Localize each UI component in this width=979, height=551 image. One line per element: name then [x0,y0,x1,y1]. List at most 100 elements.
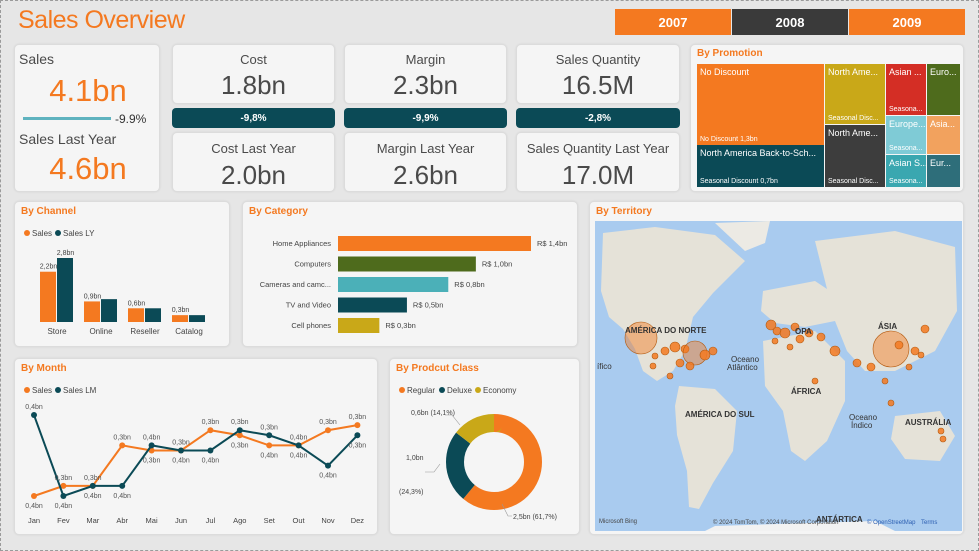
territory-bubble [649,362,657,370]
month-axis-label: Dez [351,516,365,525]
month-data-label: 0,4bn [55,503,73,510]
month-data-label: 0,3bn [55,475,73,482]
map-region-label: ÁFRICA [791,387,821,396]
year-button-2008[interactable]: 2008 [732,9,848,35]
category-bar [338,297,407,313]
tile-sublabel: Seasonal Disc... [828,178,879,185]
donut-data-label: 0,6bn (14,1%) [411,410,455,417]
category-data-label: R$ 1,0bn [482,260,512,269]
tile-label: No Discount [700,67,750,77]
legend-economy-label: Economy [483,386,516,395]
month-data-label: 0,4bn [319,473,337,480]
sales-value: 4.1bn [49,73,127,108]
territory-bubble [795,334,805,344]
channel-chart-card: By Channel Sales Sales LY 2,2bn 2,8bn Stor… [14,201,230,347]
treemap-tile-europe-1[interactable]: Euro... [927,64,960,115]
sales-lm-point [236,427,243,434]
year-button-2007[interactable]: 2007 [615,9,731,35]
category-data-label: R$ 0,5bn [413,301,443,310]
osm-link[interactable]: © OpenStreetMap [867,519,916,526]
donut-slice-economy [446,414,542,510]
north-america-land [601,227,745,381]
legend-regular-label: Regular [407,386,435,395]
legend-sales-ly-label: Sales LY [63,229,95,238]
donut-leader-line [445,414,461,426]
margin-last-year-label: Margin Last Year [376,141,475,156]
treemap-tile-na-back-to-school[interactable]: North America Back-to-Sch... Seasonal Dis… [697,145,824,187]
territory-map[interactable]: AMÉRICA DO NORTEOceanoAtlânticoÁFRICAÁSI… [595,221,962,531]
tile-label: Asian S... [889,158,926,168]
territory-bubble [786,343,794,351]
category-label: Cell phones [291,321,331,330]
category-label: TV and Video [286,301,331,310]
sales-line [33,424,358,497]
legend-sales-label: Sales [32,229,52,238]
antarctica-land [705,521,895,531]
tile-label: Asian ... [889,67,922,77]
month-axis-label: Nov [321,516,335,525]
legend-sales-label: Sales [32,386,52,395]
territory-bubble [708,346,718,356]
tile-sublabel: Seasona... [889,178,923,185]
cost-last-year-card: Cost Last Year 2.0bn [172,132,335,192]
margin-last-year-card: Margin Last Year 2.6bn [344,132,507,192]
channel-data-label: 0,3bn [172,307,190,314]
territory-bubble [771,337,779,345]
sales-last-year-value: 4.6bn [49,151,127,186]
map-attribution: © 2024 TomTom, © 2024 Microsoft Corporat… [713,519,838,526]
terms-link[interactable]: Terms [921,520,937,526]
month-data-label: 0,4bn [25,404,43,411]
month-data-label: 0,4bn [25,503,43,510]
category-bar [338,256,476,272]
territory-bubble [872,330,910,368]
month-axis-label: Jul [206,516,216,525]
treemap-tile-asia-2[interactable]: Asia... [927,116,960,154]
treemap-tile-asian-1[interactable]: Asian ... Seasona... [886,64,926,115]
map-region-label: AMÉRICA DO NORTE [625,326,707,335]
product-class-donut-chart: Regular Deluxe Economy 2,5bn (61,7%) 1,0b… [399,386,557,521]
category-bar [338,236,531,251]
month-data-label: 0,4bn [143,434,161,441]
sales-point [325,427,331,434]
sales-point [31,493,37,499]
quantity-last-year-label: Sales Quantity Last Year [526,141,670,156]
donut-data-label: 1,0bn [406,455,424,462]
treemap-tile-north-america-1[interactable]: North Ame... Seasonal Disc... [825,64,885,124]
treemap-tile-no-discount[interactable]: No Discount No Discount 1,3bn [697,64,824,145]
month-data-label: 0,4bn [113,493,131,500]
channel-bar-chart: Sales Sales LY 2,2bn 2,8bn Store 0,9bn Onlin… [24,229,205,336]
category-bar [338,318,380,333]
tile-label: Euro... [930,67,957,77]
channel-title: By Channel [21,206,77,217]
territory-bubble [937,427,945,435]
page-title: Sales Overview [18,6,185,34]
territory-bubble [920,324,930,334]
treemap-tile-europe-3[interactable]: Eur... [927,155,960,187]
tile-sublabel: No Discount 1,3bn [700,136,758,143]
tile-sublabel: Seasona... [889,145,923,152]
sales-lm-point [207,447,214,454]
month-data-label: 0,4bn [84,493,102,500]
treemap-tile-north-america-2[interactable]: North Ame... Seasonal Disc... [825,125,885,187]
quantity-value: 16.5M [561,70,635,100]
margin-last-year-value: 2.6bn [392,160,459,190]
treemap-tile-asian-2[interactable]: Asian S... Seasona... [886,155,926,187]
month-axis-label: Mai [146,516,158,525]
legend-sales-dot [24,387,30,393]
month-axis-label: Set [264,516,276,525]
sales-lm-point [60,493,67,499]
sales-lm-point [178,447,184,454]
map-region-label: AMÉRICA DO SUL [685,410,755,419]
sales-point [354,422,361,429]
sales-point [236,432,243,439]
month-data-label: 0,4bn [290,452,308,459]
year-button-2009[interactable]: 2009 [849,9,965,35]
month-data-label: 0,4bn [202,457,220,464]
month-line-chart: Sales Sales LM 0,4bn 0,3bn 0,3bn 0,3bn 0,3bn… [24,386,366,525]
sales-point [60,482,67,489]
territory-bubble [660,346,670,356]
channel-category-label: Online [89,327,113,336]
category-bar-chart: Home Appliances R$ 1,4bn Computers R$ 1,0bn… [260,236,567,333]
treemap-tile-europe-2[interactable]: Europe... Seasona... [886,116,926,154]
channel-data-label: 2,8bn [57,250,75,257]
